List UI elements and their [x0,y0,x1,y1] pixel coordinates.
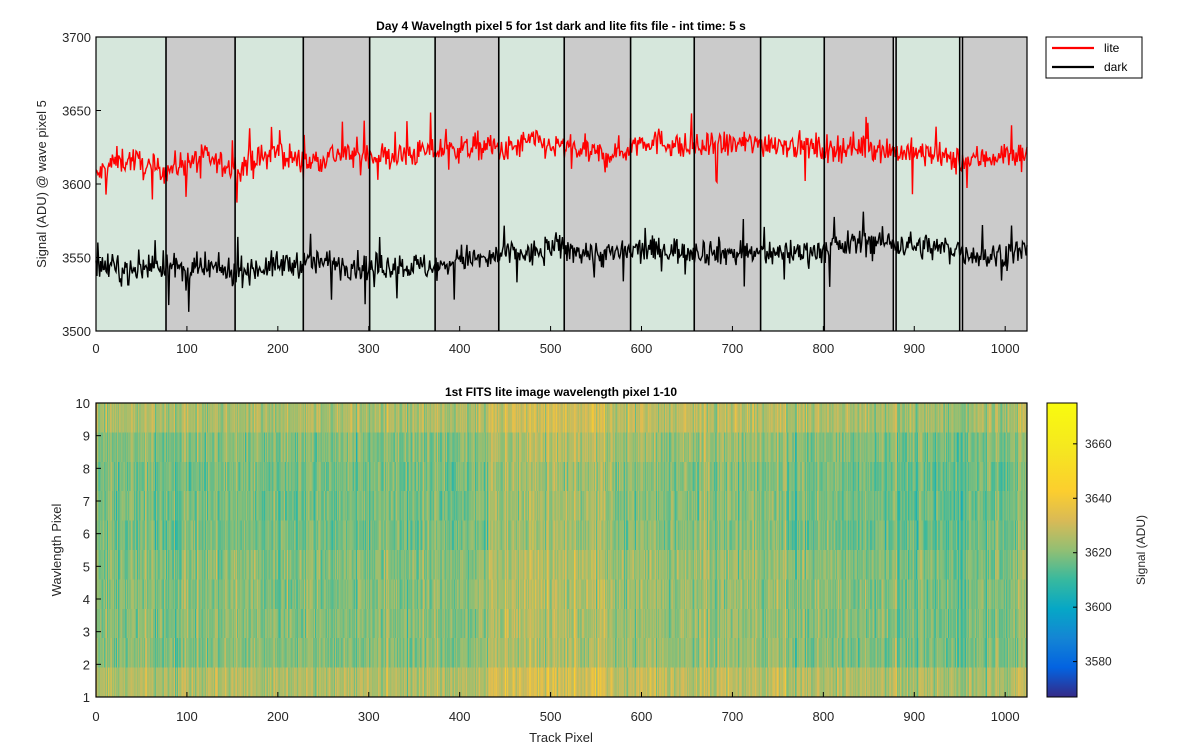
heatmap-y-tick-label: 7 [83,494,90,509]
top-x-tick-label: 900 [903,341,925,356]
top-x-tick-label: 100 [176,341,198,356]
background-band-0 [96,37,167,331]
series-line-lite [95,112,1028,203]
series-lines [95,112,1028,312]
top-x-tick-label: 1000 [991,341,1020,356]
heatmap-y-tick-label: 4 [83,592,90,607]
heatmap-y-axis-label: Wavlength Pixel [49,504,64,597]
top-y-tick-label: 3550 [62,251,91,266]
colorbar-tick-label: 3660 [1085,437,1112,451]
series-line-dark [95,211,1028,312]
top-x-tick-label: 600 [631,341,653,356]
heatmap-y-tick-label: 8 [83,461,90,476]
heatmap-x-axis-label: Track Pixel [529,730,593,745]
top-y-tick-label: 3500 [62,324,91,339]
heatmap-cells [96,403,1027,697]
heatmap-y-tick-label: 5 [83,559,90,574]
background-band-9 [694,37,761,331]
background-band-12 [893,37,897,331]
background-band-7 [564,37,631,331]
top-y-axis-label: Signal (ADU) @ wave pixel 5 [34,100,49,268]
top-y-tick-label: 3650 [62,104,91,119]
heatmap-axes-box [95,402,1028,698]
background-band-3 [303,37,370,331]
heatmap-x-ticks: 0 100 200 300 400 500 600 700 800 900 1000 [92,692,1020,724]
background-band-14 [959,37,963,331]
background-band-6 [498,37,565,331]
heatmap-image [96,403,1027,697]
heatmap-x-tick-label: 200 [267,709,289,724]
heatmap-x-tick-label: 400 [449,709,471,724]
colorbar-tick-label: 3620 [1085,546,1112,560]
heatmap-x-tick-label: 500 [540,709,562,724]
top-x-tick-label: 300 [358,341,380,356]
background-band-15 [962,37,1027,331]
background-band-1 [166,37,236,331]
background-band-2 [235,37,304,331]
heatmap-y-tick-label: 6 [83,527,90,542]
colorbar-ticks: 3580 3600 3620 3640 3660 [1073,437,1112,669]
heatmap-y-tick-label: 10 [76,396,90,411]
top-y-tick-label: 3600 [62,177,91,192]
top-x-tick-label: 700 [722,341,744,356]
colorbar-label: Signal (ADU) [1134,515,1148,585]
legend: lite dark [1045,36,1143,79]
background-bands [96,37,1027,331]
background-band-4 [369,37,436,331]
bottom-heatmap-chart: 1st FITS lite image wavelength pixel 1-1… [49,385,1148,745]
top-chart-title: Day 4 Wavelngth pixel 5 for 1st dark and… [376,19,746,33]
top-x-tick-label: 0 [92,341,99,356]
heatmap-x-tick-label: 600 [631,709,653,724]
heatmap-x-tick-label: 300 [358,709,380,724]
background-band-13 [896,37,960,331]
heatmap-x-tick-label: 0 [92,709,99,724]
background-band-10 [760,37,825,331]
heatmap-y-tick-label: 1 [83,690,90,705]
top-x-tick-label: 800 [812,341,834,356]
legend-label-dark: dark [1104,60,1128,74]
top-y-ticks: 3500 3550 3600 3650 3700 [62,30,101,339]
top-x-tick-label: 400 [449,341,471,356]
heatmap-y-ticks: 1 2 3 4 5 6 7 8 9 10 [76,396,101,705]
background-band-8 [630,37,695,331]
band-boundaries [165,37,964,331]
top-y-tick-label: 3700 [62,30,91,45]
colorbar [1046,402,1078,698]
top-x-tick-label: 200 [267,341,289,356]
top-line-chart: Day 4 Wavelngth pixel 5 for 1st dark and… [34,19,1143,356]
background-band-11 [824,37,894,331]
colorbar-tick-label: 3640 [1085,491,1112,505]
colorbar-tick-label: 3580 [1085,655,1112,669]
heatmap-y-tick-label: 9 [83,429,90,444]
heatmap-x-tick-label: 900 [903,709,925,724]
heatmap-y-tick-label: 2 [83,657,90,672]
heatmap-title: 1st FITS lite image wavelength pixel 1-1… [445,385,677,399]
heatmap-x-tick-label: 700 [722,709,744,724]
background-band-5 [435,37,499,331]
top-x-ticks: 0 100 200 300 400 500 600 700 800 900 1000 [92,326,1020,356]
legend-label-lite: lite [1104,41,1120,55]
heatmap-x-tick-label: 1000 [991,709,1020,724]
heatmap-y-tick-label: 3 [83,625,90,640]
heatmap-x-tick-label: 800 [812,709,834,724]
legend-box [1045,36,1143,79]
colorbar-tick-label: 3600 [1085,600,1112,614]
top-x-tick-label: 500 [540,341,562,356]
heatmap-x-tick-label: 100 [176,709,198,724]
